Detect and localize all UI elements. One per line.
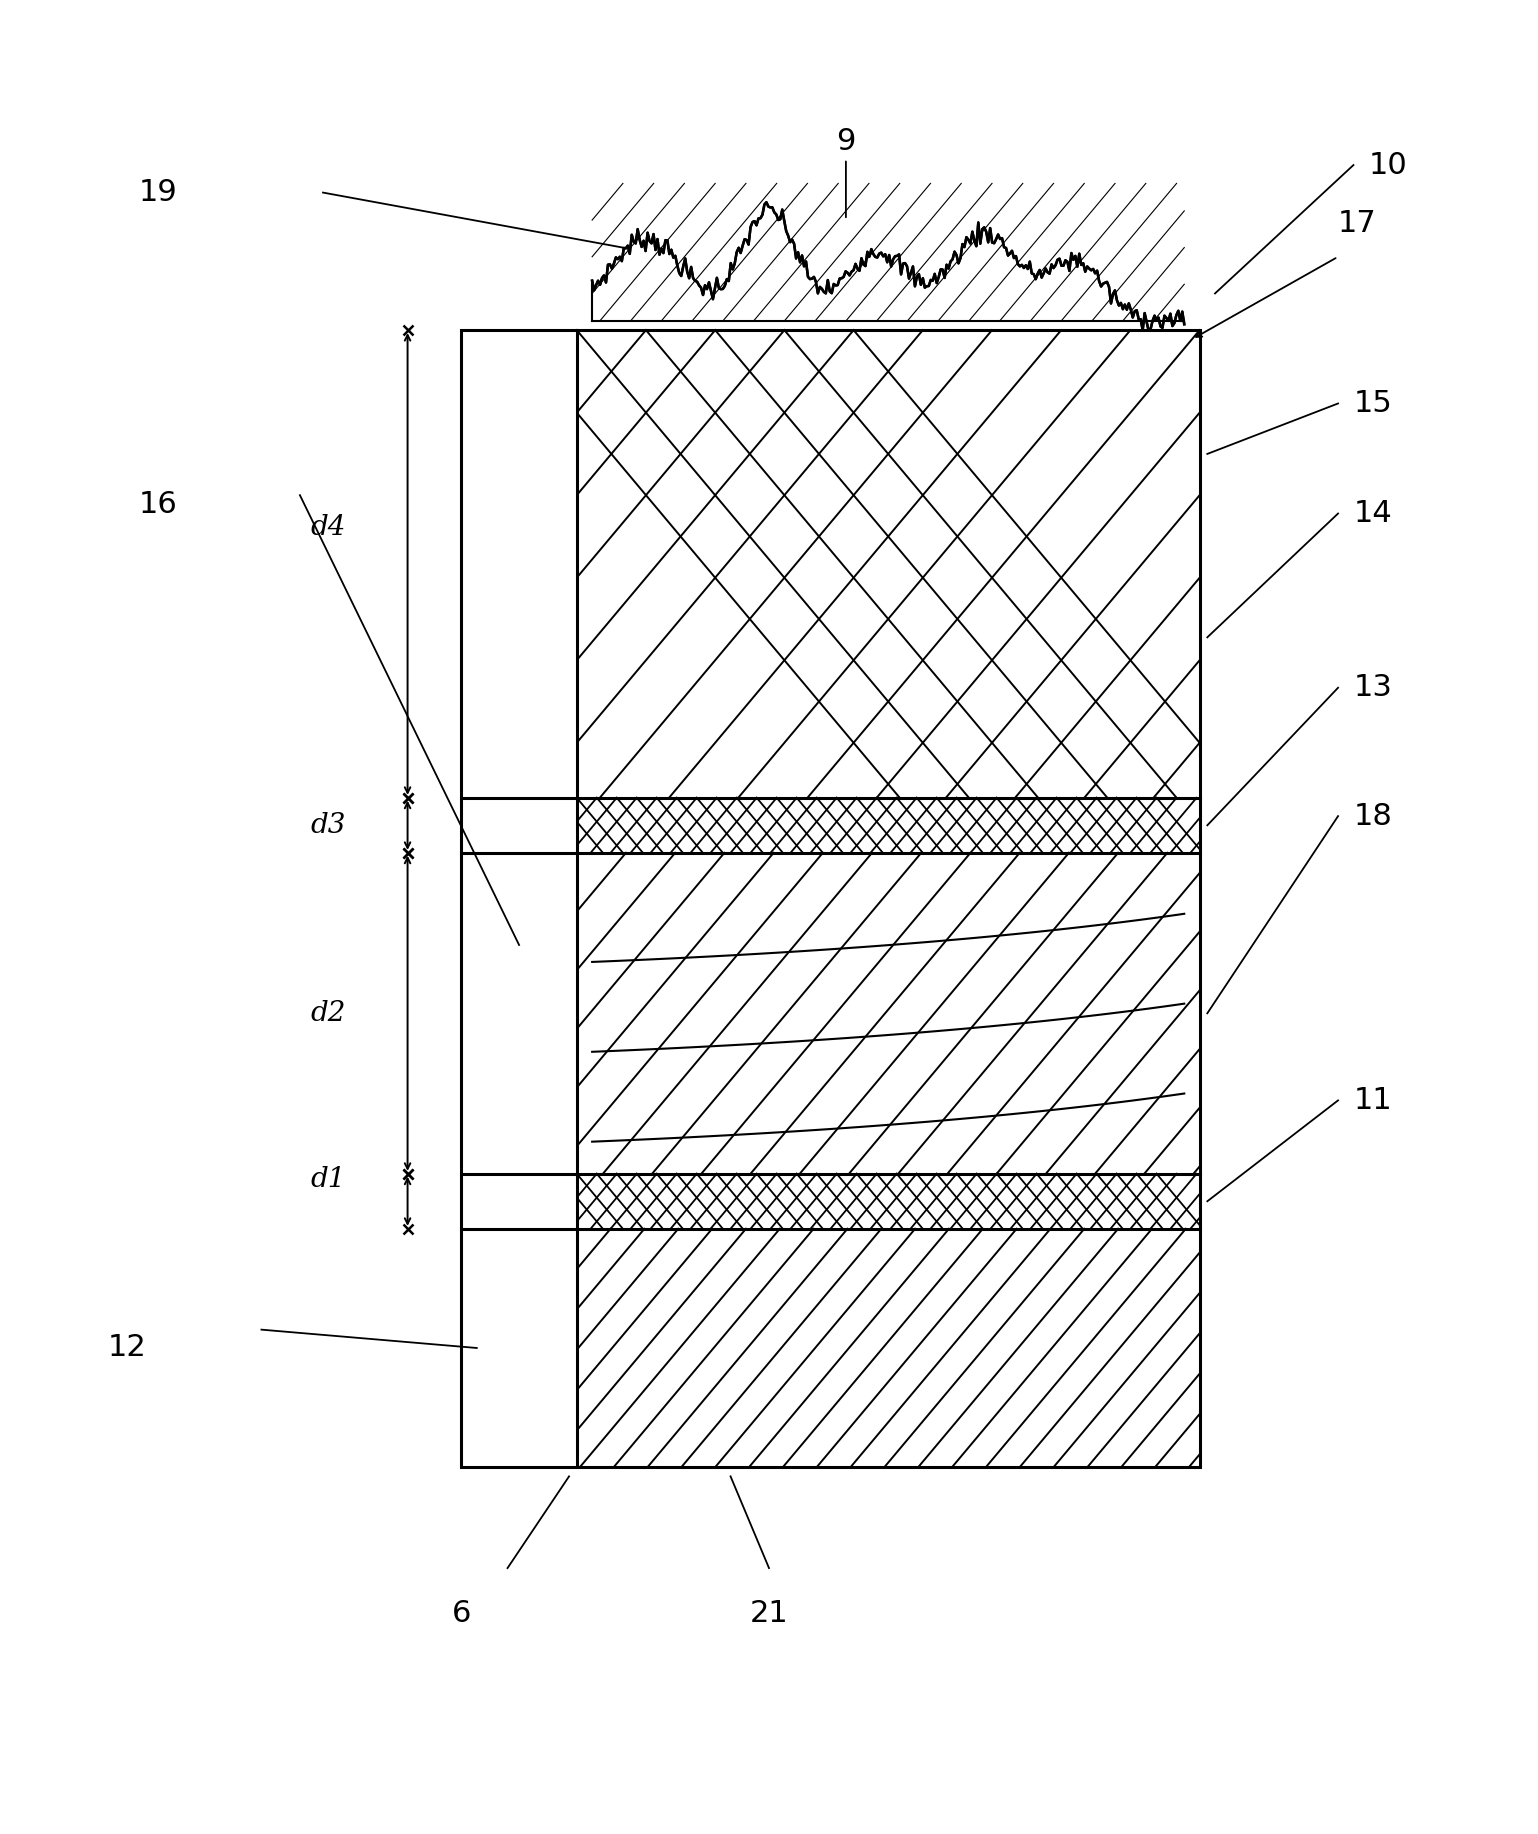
- Text: 16: 16: [138, 490, 177, 519]
- Bar: [577, 1174, 1200, 1229]
- Text: d2: d2: [311, 1000, 346, 1027]
- Text: 12: 12: [108, 1333, 146, 1363]
- Bar: [577, 1229, 1200, 1467]
- Bar: [577, 798, 1200, 853]
- Text: 17: 17: [1338, 209, 1377, 238]
- Text: 19: 19: [138, 178, 177, 207]
- Bar: [461, 330, 1200, 1467]
- Bar: [461, 330, 1200, 1467]
- Text: d4: d4: [311, 514, 346, 541]
- Text: 11: 11: [1353, 1086, 1392, 1115]
- Text: 10: 10: [1369, 150, 1407, 180]
- Text: 21: 21: [749, 1599, 789, 1629]
- Text: 9: 9: [837, 127, 855, 216]
- Text: 15: 15: [1353, 389, 1392, 418]
- Text: 6: 6: [452, 1599, 471, 1629]
- Text: d1: d1: [311, 1166, 346, 1192]
- Text: d3: d3: [311, 812, 346, 838]
- Text: 14: 14: [1353, 499, 1392, 528]
- Bar: [577, 853, 1200, 1174]
- Text: 13: 13: [1353, 673, 1392, 702]
- Text: 18: 18: [1353, 801, 1392, 831]
- Bar: [461, 330, 577, 1467]
- Bar: [577, 330, 1200, 798]
- Polygon shape: [592, 202, 1184, 330]
